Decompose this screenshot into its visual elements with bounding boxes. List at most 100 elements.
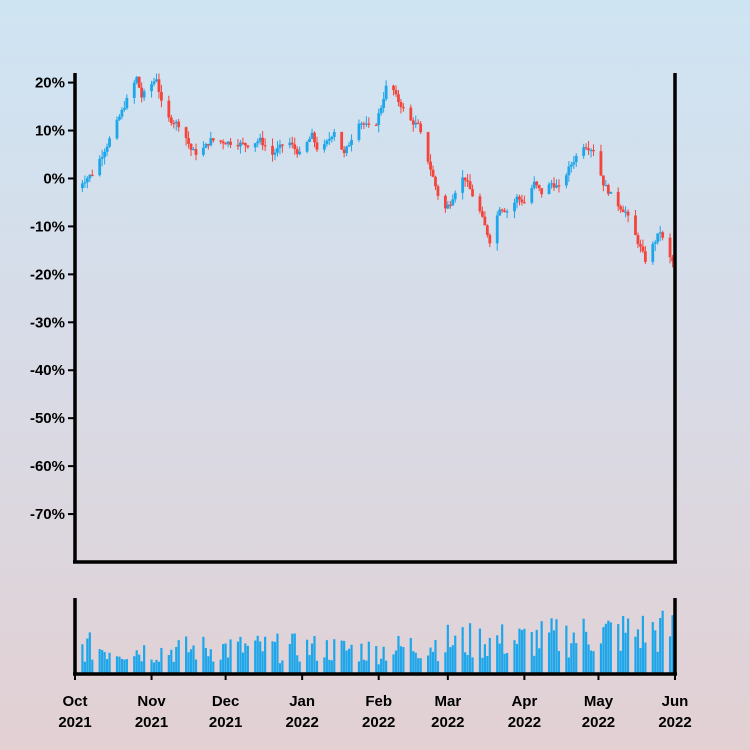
volume-bar <box>483 644 486 674</box>
candle-up <box>515 196 519 203</box>
volume-bar <box>555 619 558 674</box>
volume-bar <box>609 622 612 674</box>
candle-up <box>564 175 568 186</box>
y-tick-label: 20% <box>35 75 65 92</box>
candle-up <box>132 82 136 98</box>
candle-down <box>587 148 590 151</box>
candle-up <box>142 91 146 98</box>
candle-down <box>374 124 378 126</box>
volume-bar <box>434 640 437 674</box>
candle-down <box>619 206 623 210</box>
volume-bar <box>241 652 245 674</box>
volume-bar <box>481 657 484 674</box>
volume-bar <box>570 643 573 674</box>
candle-down <box>221 141 225 144</box>
volume-bar <box>120 658 124 674</box>
volume-bar <box>115 656 119 674</box>
candle-up <box>567 166 571 176</box>
volume-bar <box>602 627 605 674</box>
volume-bar <box>622 615 625 674</box>
candle-down <box>557 185 561 187</box>
x-tick-label-month: Dec <box>212 693 240 710</box>
y-tick-label: 0% <box>43 170 65 187</box>
candle-down <box>137 76 141 88</box>
candle-down <box>189 143 193 150</box>
candle-up <box>384 85 388 99</box>
candle-up <box>310 132 314 139</box>
volume-bar <box>518 628 521 674</box>
volume-bar <box>589 650 593 674</box>
x-tick-label-month: Feb <box>365 693 392 710</box>
volume-bar <box>83 661 86 674</box>
volume-bar <box>315 660 319 674</box>
candle-down <box>416 122 420 124</box>
candle-down <box>241 142 245 144</box>
volume-bar <box>550 618 553 674</box>
volume-bar <box>535 629 538 674</box>
volume-bar <box>575 643 578 674</box>
volume-bar <box>634 636 637 674</box>
volume-bar <box>533 655 536 674</box>
candle-up <box>105 146 109 152</box>
volume-bar <box>239 636 242 674</box>
candle-up <box>83 182 87 184</box>
volume-bar <box>444 652 447 674</box>
candle-down <box>540 188 544 195</box>
volume-bar <box>417 658 420 674</box>
volume-bar <box>501 624 504 674</box>
volume-bar <box>478 628 482 674</box>
candle-down <box>140 87 144 98</box>
volume-bar <box>226 657 230 674</box>
volume-bar <box>105 659 109 674</box>
volume-bar <box>125 659 128 674</box>
volume-bar <box>367 641 370 674</box>
candle-up <box>582 147 586 156</box>
volume-bar <box>619 650 622 674</box>
volume-bar <box>661 610 664 674</box>
candle-up <box>377 113 381 125</box>
candle-up <box>256 141 260 144</box>
volume-bar <box>626 618 630 674</box>
volume-bar <box>323 657 326 674</box>
candle-down <box>641 246 645 252</box>
candle-up <box>451 199 455 206</box>
candle-down <box>500 209 504 211</box>
candle-up <box>347 144 351 147</box>
x-tick-label-month: Oct <box>62 693 87 710</box>
volume-bar <box>160 647 163 674</box>
candle-up <box>322 144 326 150</box>
volume-bar <box>394 650 398 674</box>
candle-down <box>643 251 647 262</box>
volume-bar <box>429 647 432 674</box>
candle-up <box>103 151 107 158</box>
candle-down <box>481 211 484 217</box>
candle-down <box>488 235 492 244</box>
volume-bar <box>357 661 361 674</box>
volume-bar <box>607 620 610 674</box>
candle-down <box>483 216 487 226</box>
volume-bar <box>328 659 331 674</box>
candle-up <box>327 138 331 141</box>
volume-bar <box>520 630 524 674</box>
x-tick-label-year: 2021 <box>209 714 242 731</box>
candle-down <box>362 123 366 125</box>
candle-down <box>187 138 190 144</box>
volume-bar <box>310 643 314 674</box>
volume-bar <box>143 645 146 674</box>
candle-up <box>364 123 368 125</box>
volume-bar <box>167 654 170 674</box>
candle-down <box>160 91 163 101</box>
volume-bar <box>219 659 222 674</box>
volume-bar <box>177 640 180 674</box>
candle-down <box>443 195 447 209</box>
volume-bar <box>397 635 400 674</box>
candle-down <box>295 149 299 155</box>
candle-up <box>332 131 336 137</box>
candle-down <box>409 107 413 121</box>
candle-down <box>535 181 539 186</box>
volume-bar <box>157 661 161 674</box>
volume-bar <box>192 645 195 674</box>
candle-down <box>601 175 605 186</box>
volume-bar <box>365 660 368 674</box>
